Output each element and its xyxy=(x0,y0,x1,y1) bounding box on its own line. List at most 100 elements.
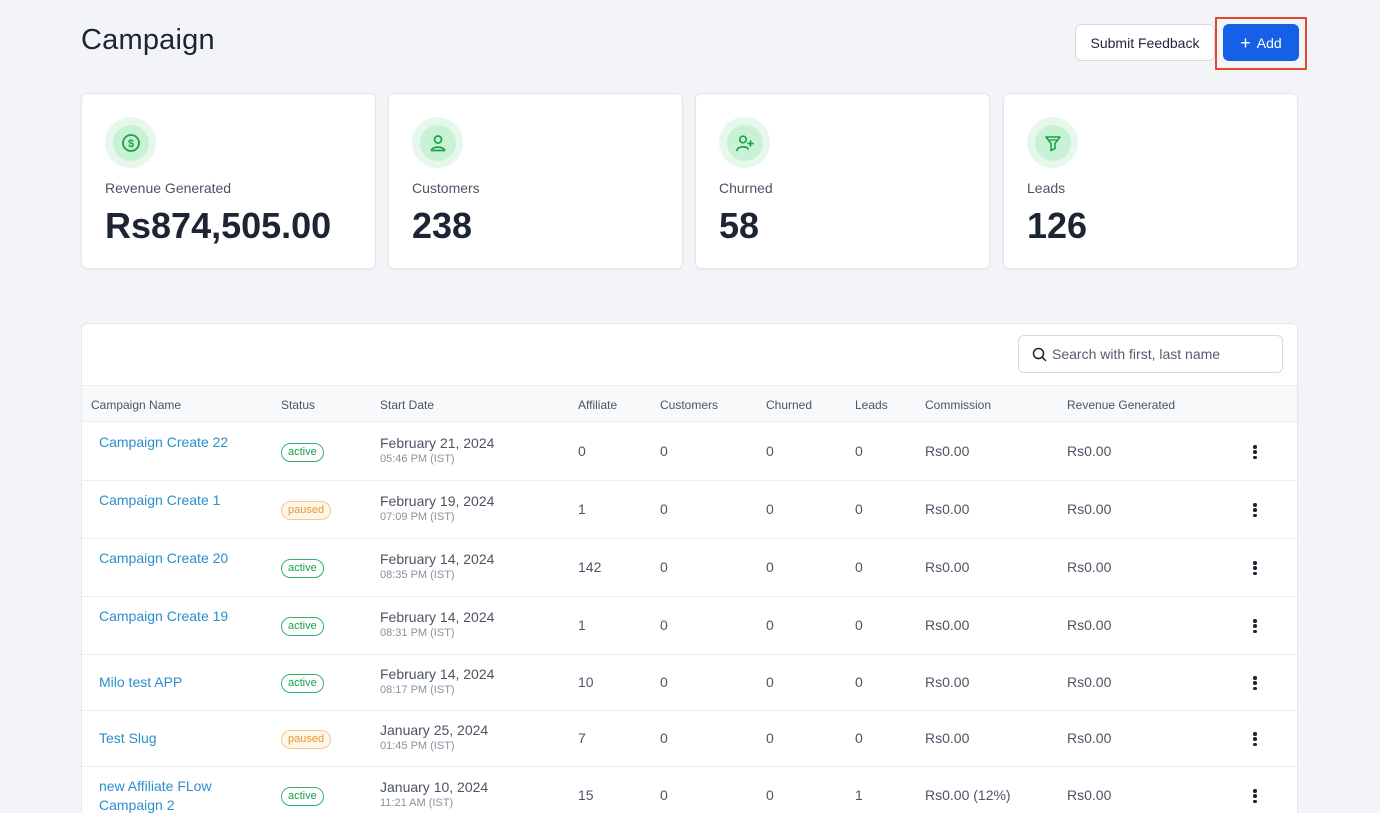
start-date: January 10, 2024 xyxy=(380,779,489,795)
churned-count: 0 xyxy=(766,674,774,690)
start-date-cell: January 25, 2024 01:45 PM (IST) xyxy=(380,722,488,753)
stat-card-customers: Customers 238 xyxy=(388,93,683,269)
start-time: 01:45 PM (IST) xyxy=(380,740,455,752)
commission-value: Rs0.00 (12%) xyxy=(925,787,1011,803)
status-cell: paused xyxy=(281,500,332,520)
column-header-churned[interactable]: Churned xyxy=(766,398,813,412)
start-time: 08:17 PM (IST) xyxy=(380,684,455,696)
customers-count: 0 xyxy=(660,617,668,633)
status-cell: paused xyxy=(281,729,332,749)
status-cell: active xyxy=(281,786,324,806)
column-header-customers[interactable]: Customers xyxy=(660,398,719,412)
commission-value: Rs0.00 xyxy=(925,559,970,575)
stat-card-leads: Leads 126 xyxy=(1003,93,1298,269)
campaign-name-link[interactable]: Campaign Create 1 xyxy=(99,492,221,508)
stat-card-revenue: $ Revenue Generated Rs874,505.00 xyxy=(81,93,376,269)
start-date-cell: February 14, 2024 08:17 PM (IST) xyxy=(380,666,494,697)
affiliate-count: 0 xyxy=(578,443,586,459)
status-badge: active xyxy=(281,787,324,806)
user-icon xyxy=(430,134,445,151)
start-date-cell: February 21, 2024 05:46 PM (IST) xyxy=(380,435,494,466)
stat-label: Revenue Generated xyxy=(105,180,232,196)
add-button[interactable]: + Add xyxy=(1223,24,1299,61)
leads-count: 0 xyxy=(855,559,863,575)
column-header-affiliate[interactable]: Affiliate xyxy=(578,398,618,412)
leads-count: 0 xyxy=(855,443,863,459)
row-actions-icon[interactable] xyxy=(1248,559,1262,577)
campaign-name-link[interactable]: Campaign Create 22 xyxy=(99,434,229,450)
campaign-table-card: Campaign Name Status Start Date Affiliat… xyxy=(81,323,1298,813)
campaign-name-link[interactable]: new Affiliate FLow Campaign 2 xyxy=(99,778,212,813)
customers-count: 0 xyxy=(660,501,668,517)
start-time: 08:35 PM (IST) xyxy=(380,569,455,581)
commission-value: Rs0.00 xyxy=(925,617,970,633)
churned-count: 0 xyxy=(766,730,774,746)
table-header: Campaign Name Status Start Date Affiliat… xyxy=(82,385,1297,422)
row-actions-icon[interactable] xyxy=(1248,617,1262,635)
status-badge: paused xyxy=(281,730,332,749)
churned-count: 0 xyxy=(766,443,774,459)
churned-count: 0 xyxy=(766,501,774,517)
start-date: January 25, 2024 xyxy=(380,722,489,738)
stat-label: Leads xyxy=(1027,180,1066,196)
leads-count: 0 xyxy=(855,674,863,690)
row-actions-icon[interactable] xyxy=(1248,674,1262,692)
add-button-highlight xyxy=(1215,17,1307,70)
submit-feedback-button[interactable]: Submit Feedback xyxy=(1075,24,1215,61)
table-row: Campaign Create 20 active February 14, 202… xyxy=(82,539,1297,597)
start-date: February 19, 2024 xyxy=(380,493,495,509)
table-row: Campaign Create 19 active February 14, 202… xyxy=(82,597,1297,655)
customers-count: 0 xyxy=(660,787,668,803)
column-header-start-date[interactable]: Start Date xyxy=(380,398,435,412)
commission-value: Rs0.00 xyxy=(925,443,970,459)
start-date: February 14, 2024 xyxy=(380,551,495,567)
stat-card-churned: Churned 58 xyxy=(695,93,990,269)
search-input[interactable] xyxy=(1052,346,1272,362)
stat-value: 58 xyxy=(719,205,760,246)
affiliate-count: 7 xyxy=(578,730,586,746)
status-cell: active xyxy=(281,673,324,693)
leads-count: 0 xyxy=(855,501,863,517)
row-actions-icon[interactable] xyxy=(1248,787,1262,805)
churned-count: 0 xyxy=(766,559,774,575)
status-badge: paused xyxy=(281,501,332,520)
status-badge: active xyxy=(281,443,324,462)
row-actions-icon[interactable] xyxy=(1248,730,1262,748)
column-header-status[interactable]: Status xyxy=(281,398,316,412)
affiliate-count: 10 xyxy=(578,674,594,690)
campaign-name-link[interactable]: Campaign Create 19 xyxy=(99,608,229,624)
column-header-commission[interactable]: Commission xyxy=(925,398,992,412)
leads-count: 1 xyxy=(855,787,863,803)
table-row: Test Slug paused January 25, 2024 01:45 PM … xyxy=(82,711,1297,767)
churned-count: 0 xyxy=(766,787,774,803)
status-cell: active xyxy=(281,558,324,578)
customers-count: 0 xyxy=(660,559,668,575)
search-box[interactable] xyxy=(1018,335,1283,373)
campaign-name-link[interactable]: Milo test APP xyxy=(99,674,183,690)
stat-label: Churned xyxy=(719,180,773,196)
revenue-value: Rs0.00 xyxy=(1067,443,1112,459)
start-date-cell: February 14, 2024 08:35 PM (IST) xyxy=(380,551,494,582)
row-actions-icon[interactable] xyxy=(1248,443,1262,461)
status-badge: active xyxy=(281,617,324,636)
customers-count: 0 xyxy=(660,674,668,690)
start-time: 07:09 PM (IST) xyxy=(380,511,455,523)
column-header-revenue-generated[interactable]: Revenue Generated xyxy=(1067,398,1176,412)
column-header-leads[interactable]: Leads xyxy=(855,398,888,412)
table-row: new Affiliate FLow Campaign 2 active Janua… xyxy=(82,767,1297,813)
dollar-icon: $ xyxy=(121,133,140,152)
row-actions-icon[interactable] xyxy=(1248,501,1262,519)
start-date: February 14, 2024 xyxy=(380,666,495,682)
stat-label: Customers xyxy=(412,180,480,196)
campaign-name-link[interactable]: Test Slug xyxy=(99,730,157,746)
revenue-value: Rs0.00 xyxy=(1067,674,1112,690)
column-header-campaign-name[interactable]: Campaign Name xyxy=(91,398,182,412)
plus-icon: + xyxy=(1240,32,1251,53)
commission-value: Rs0.00 xyxy=(925,730,970,746)
svg-text:$: $ xyxy=(127,138,133,150)
commission-value: Rs0.00 xyxy=(925,674,970,690)
campaign-name-link[interactable]: Campaign Create 20 xyxy=(99,550,229,566)
stat-value: 126 xyxy=(1027,205,1088,246)
funnel-icon xyxy=(1044,135,1061,151)
start-date-cell: January 10, 2024 11:21 AM (IST) xyxy=(380,779,488,810)
